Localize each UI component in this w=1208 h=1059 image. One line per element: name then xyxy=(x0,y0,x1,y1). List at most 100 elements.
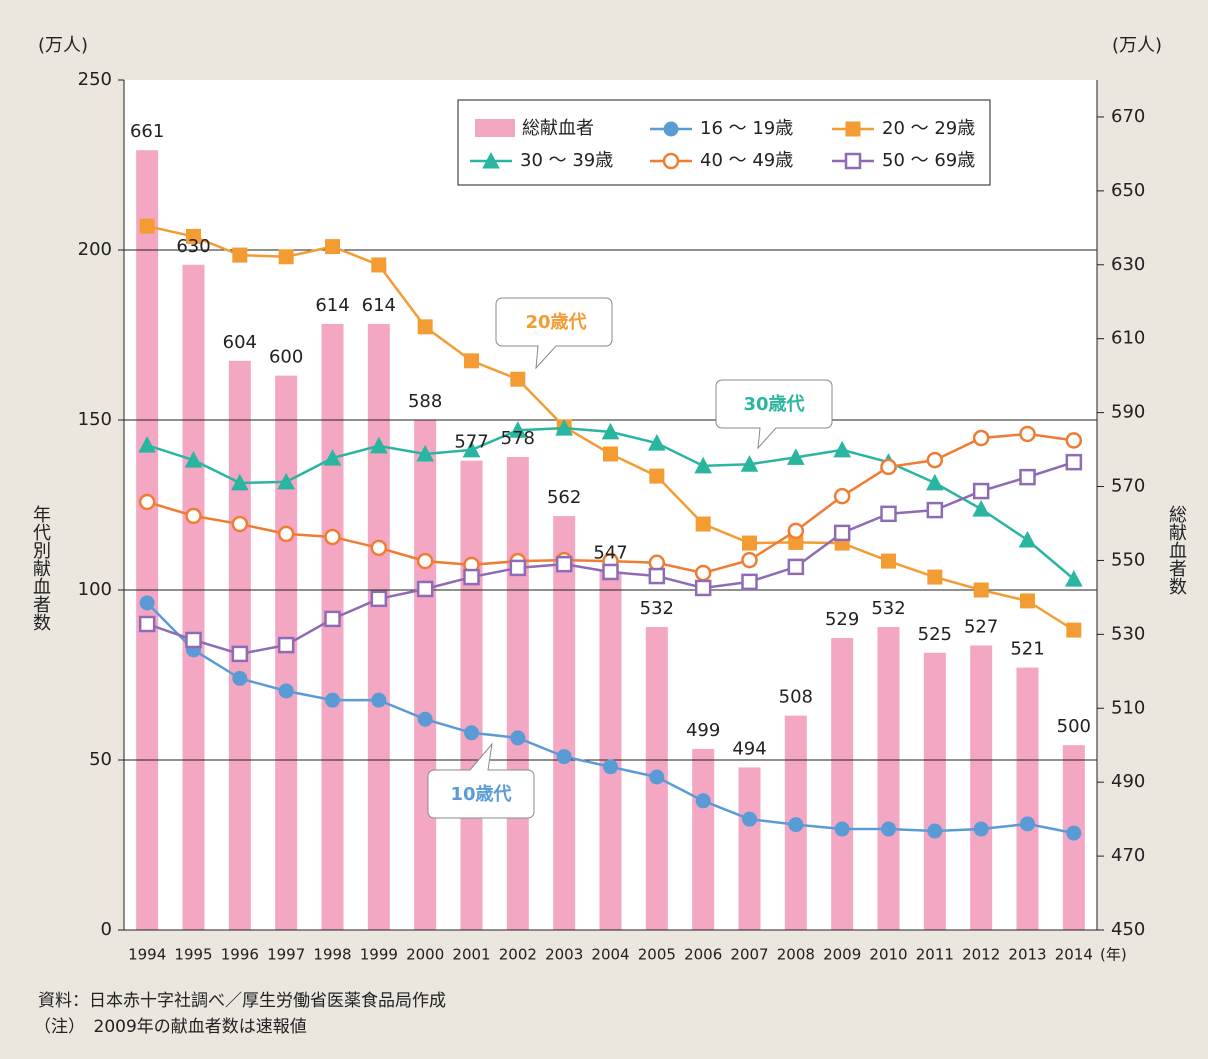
bar-value-label: 527 xyxy=(964,616,998,637)
x-tick-label: 2002 xyxy=(499,946,537,964)
marker xyxy=(325,239,340,255)
marker xyxy=(833,440,852,458)
marker xyxy=(278,683,294,699)
bar-value-label: 577 xyxy=(454,432,488,453)
marker xyxy=(509,559,527,577)
marker xyxy=(1065,570,1083,587)
y2-unit: (万人) xyxy=(1112,35,1162,56)
marker xyxy=(881,821,896,837)
marker xyxy=(416,552,434,570)
bar-value-label: 588 xyxy=(408,391,442,412)
legend-items: 総献血者 16 ～ 19歳 20 ～ 29歳 30 ～ 39歳 40 ～ 49歳 50 ～… xyxy=(470,118,975,171)
annotation: 20歳代 xyxy=(525,312,586,333)
marker xyxy=(741,551,758,569)
bar xyxy=(831,638,854,930)
marker xyxy=(742,535,757,551)
marker xyxy=(788,817,804,833)
legend xyxy=(457,99,991,186)
y-tick-label: 250 xyxy=(78,69,112,90)
y-tick-label: 200 xyxy=(78,239,112,260)
marker xyxy=(232,670,248,686)
bar-value-label: 547 xyxy=(593,543,627,564)
marker xyxy=(649,769,665,785)
marker xyxy=(602,563,619,581)
marker xyxy=(185,507,202,525)
marker xyxy=(1066,825,1082,841)
marker xyxy=(1020,816,1035,832)
marker xyxy=(742,811,757,827)
x-tick-label: 2010 xyxy=(869,946,907,964)
x-tick-label: 2001 xyxy=(452,946,490,964)
marker xyxy=(787,522,805,540)
legend-swatch xyxy=(475,119,515,137)
marker xyxy=(972,500,991,517)
x-tick-label: 2008 xyxy=(777,946,815,964)
marker xyxy=(510,371,526,387)
bar xyxy=(1016,667,1039,930)
marker xyxy=(139,595,155,611)
bar-value-label: 562 xyxy=(547,487,581,508)
legend-label: 50 ～ 69歳 xyxy=(882,150,975,171)
bar-value-label: 630 xyxy=(176,236,210,257)
x-tick-label: 2003 xyxy=(545,946,583,964)
y2-tick-label: 570 xyxy=(1111,476,1145,497)
y2-tick-label: 450 xyxy=(1111,919,1145,940)
marker xyxy=(1019,468,1036,486)
marker xyxy=(833,524,851,542)
bar xyxy=(553,516,576,930)
bar-value-label: 494 xyxy=(732,738,766,759)
legend-label: 20 ～ 29歳 xyxy=(882,118,975,139)
bar xyxy=(923,652,946,930)
bar-value-label: 604 xyxy=(223,332,257,353)
x-tick-label: 2005 xyxy=(638,946,676,964)
marker xyxy=(138,615,156,633)
callout xyxy=(495,297,613,370)
legend-label: 16 ～ 19歳 xyxy=(700,118,793,139)
bar-value-label: 661 xyxy=(130,121,164,142)
marker xyxy=(880,458,897,476)
marker xyxy=(510,730,526,746)
bar-value-label: 525 xyxy=(918,624,952,645)
callout xyxy=(427,742,535,819)
bar xyxy=(182,264,205,931)
bar-value-label: 499 xyxy=(686,720,720,741)
marker xyxy=(462,440,481,458)
legend-label: 40 ～ 49歳 xyxy=(700,150,793,171)
marker xyxy=(833,487,851,505)
x-tick-label: 1999 xyxy=(360,946,398,964)
marker xyxy=(555,555,573,573)
marker xyxy=(138,493,156,511)
x-tick-label: 2004 xyxy=(591,946,629,964)
x-tick-label: 2011 xyxy=(916,946,954,964)
marker xyxy=(139,218,155,234)
marker xyxy=(232,247,248,263)
x-tick-label: 2013 xyxy=(1008,946,1046,964)
y2-label: 総献血者数 xyxy=(1166,505,1187,595)
marker xyxy=(277,525,295,543)
bar-value-label: 600 xyxy=(269,347,303,368)
marker xyxy=(694,456,713,474)
x-tick-label: 2007 xyxy=(730,946,768,964)
marker xyxy=(324,610,341,628)
marker xyxy=(370,539,388,557)
lines xyxy=(138,218,1083,841)
x-tick-label: 2009 xyxy=(823,946,861,964)
marker xyxy=(695,793,711,809)
marker xyxy=(1065,432,1083,449)
marker xyxy=(647,434,666,451)
bar xyxy=(414,420,437,930)
marker xyxy=(417,319,433,335)
marker xyxy=(927,823,943,839)
y2-tick-label: 670 xyxy=(1111,106,1145,127)
marker xyxy=(509,421,527,438)
marker xyxy=(464,725,479,741)
marker xyxy=(555,419,574,436)
marker xyxy=(184,451,203,468)
marker xyxy=(648,554,666,572)
bar xyxy=(506,456,529,930)
legend-label: 30 ～ 39歳 xyxy=(520,150,613,171)
y2-tick-label: 650 xyxy=(1111,180,1145,201)
marker xyxy=(663,121,679,137)
y-tick-label: 50 xyxy=(89,749,112,770)
marker xyxy=(231,515,249,533)
